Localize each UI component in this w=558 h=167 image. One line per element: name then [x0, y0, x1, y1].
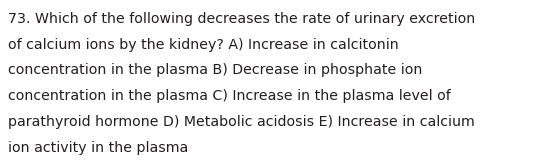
Text: concentration in the plasma C) Increase in the plasma level of: concentration in the plasma C) Increase … [8, 89, 451, 103]
Text: of calcium ions by the kidney? A) Increase in calcitonin: of calcium ions by the kidney? A) Increa… [8, 38, 399, 52]
Text: 73. Which of the following decreases the rate of urinary excretion: 73. Which of the following decreases the… [8, 12, 475, 26]
Text: parathyroid hormone D) Metabolic acidosis E) Increase in calcium: parathyroid hormone D) Metabolic acidosi… [8, 115, 475, 129]
Text: ion activity in the plasma: ion activity in the plasma [8, 141, 189, 155]
Text: concentration in the plasma B) Decrease in phosphate ion: concentration in the plasma B) Decrease … [8, 63, 423, 77]
